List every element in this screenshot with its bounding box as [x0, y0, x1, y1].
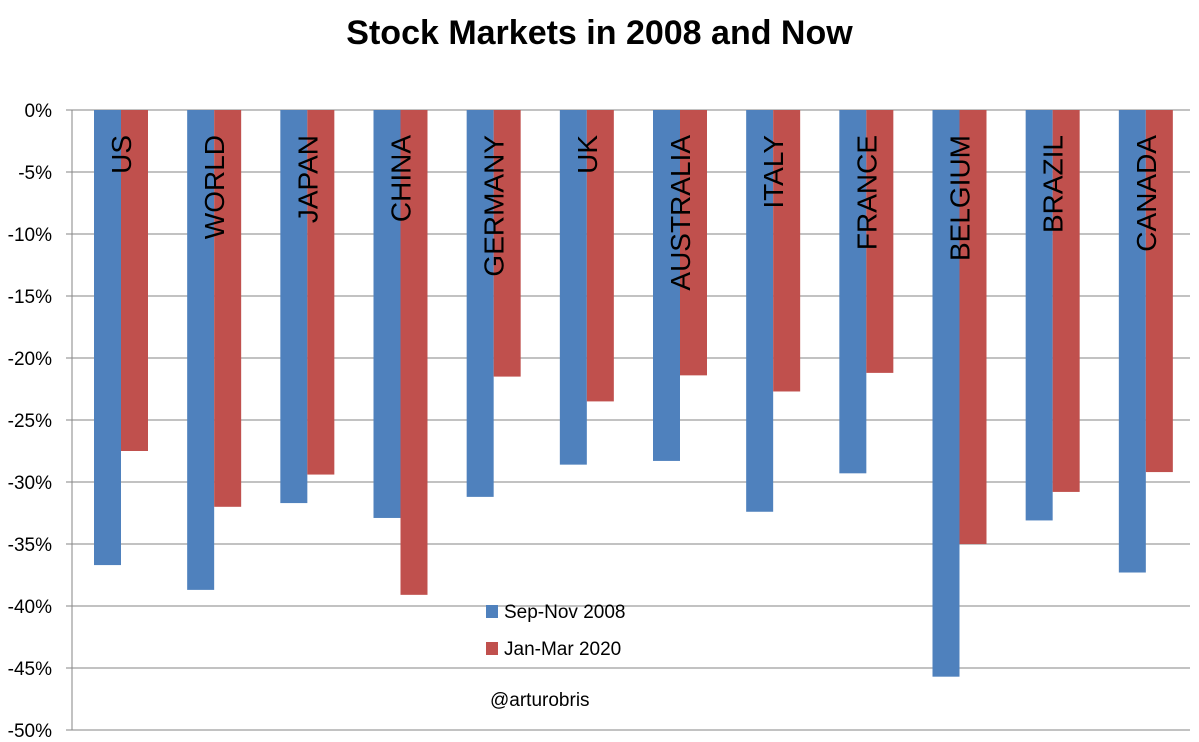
bar-sep-nov-2008-france [839, 110, 867, 474]
gridlines [66, 109, 1190, 731]
y-axis-ticks: 0% -5% -10% -15% -20% -25% -30% -35% -40% -45% -50… [8, 101, 52, 742]
bar-jan-mar-2020-italy [773, 110, 801, 392]
bar-jan-mar-2020-australia [680, 110, 707, 376]
category-labels: US WORLD JAPAN CHINA GERMANY UK AUSTRALIA ITALY… [106, 135, 1162, 291]
y-tick-label: -50% [8, 721, 52, 742]
category-label-uk: UK [572, 135, 603, 174]
category-label-belgium: BELGIUM [945, 135, 976, 261]
bar-sep-nov-2008-us [94, 110, 121, 566]
category-label-japan: JAPAN [292, 135, 323, 223]
bar-jan-mar-2020-uk [586, 110, 614, 402]
chart-title: Stock Markets in 2008 and Now [346, 14, 853, 52]
bar-sep-nov-2008-brazil [1025, 110, 1053, 521]
bar-jan-mar-2020-china [400, 110, 428, 595]
y-tick-label: -40% [8, 597, 52, 618]
bar-sep-nov-2008-australia [653, 110, 680, 461]
bar-jan-mar-2020-brazil [1052, 110, 1080, 492]
category-label-italy: ITALY [758, 135, 789, 209]
y-tick-label: -45% [8, 659, 52, 680]
bar-jan-mar-2020-us [121, 110, 148, 451]
bar-sep-nov-2008-japan [280, 110, 308, 504]
legend-label-jan-mar-2020: Jan-Mar 2020 [504, 639, 621, 660]
y-tick-label: 0% [25, 101, 53, 122]
y-tick-label: -25% [8, 411, 52, 432]
y-tick-label: -10% [8, 225, 52, 246]
y-tick-label: -15% [8, 287, 52, 308]
bar-jan-mar-2020-belgium [959, 110, 987, 544]
bar-jan-mar-2020-france [866, 110, 894, 373]
bar-jan-mar-2020-germany [493, 110, 521, 377]
bar-jan-mar-2020-japan [307, 110, 335, 475]
category-label-australia: AUSTRALIA [665, 135, 696, 291]
bars [94, 110, 1173, 677]
bar-sep-nov-2008-world [187, 110, 215, 590]
category-label-france: FRANCE [851, 135, 882, 250]
legend-swatch-sep-nov-2008 [486, 605, 498, 618]
bar-jan-mar-2020-world [214, 110, 242, 507]
bar-sep-nov-2008-italy [746, 110, 774, 512]
category-label-canada: CANADA [1131, 135, 1162, 252]
bar-sep-nov-2008-belgium [932, 110, 960, 677]
legend-label-sep-nov-2008: Sep-Nov 2008 [504, 602, 625, 623]
category-label-germany: GERMANY [479, 135, 510, 277]
category-label-china: CHINA [386, 135, 417, 222]
legend: Sep-Nov 2008 Jan-Mar 2020 [486, 602, 625, 660]
y-tick-label: -5% [18, 163, 52, 184]
bar-sep-nov-2008-canada [1118, 110, 1146, 573]
bar-sep-nov-2008-china [373, 110, 401, 518]
bar-sep-nov-2008-uk [559, 110, 587, 465]
y-tick-label: -35% [8, 535, 52, 556]
y-tick-label: -30% [8, 473, 52, 494]
bar-sep-nov-2008-germany [466, 110, 494, 497]
category-label-us: US [106, 135, 137, 174]
y-tick-label: -20% [8, 349, 52, 370]
legend-swatch-jan-mar-2020 [486, 642, 498, 655]
bar-jan-mar-2020-canada [1145, 110, 1173, 473]
category-label-brazil: BRAZIL [1038, 135, 1069, 233]
author-credit: @arturobris [490, 690, 590, 711]
category-label-world: WORLD [199, 135, 230, 239]
